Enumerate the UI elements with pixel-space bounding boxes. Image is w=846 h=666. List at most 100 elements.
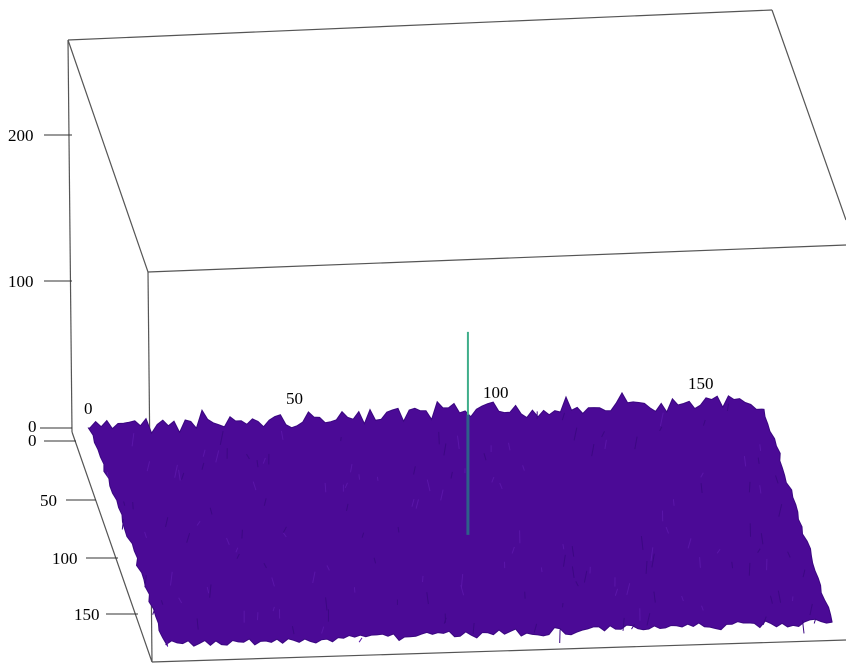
surface-texture <box>731 561 734 569</box>
y-tick-label: 100 <box>52 549 78 568</box>
surface-texture <box>809 603 813 616</box>
surface-texture <box>144 531 147 539</box>
surface-texture <box>511 546 515 554</box>
surface-texture <box>358 637 363 643</box>
surface-texture <box>326 565 330 571</box>
surface-body <box>87 391 833 647</box>
surface-texture <box>209 584 212 598</box>
box-edge-floor-front <box>151 639 846 663</box>
surface-texture <box>263 498 267 506</box>
surface-texture <box>256 460 259 468</box>
surface-texture <box>759 485 762 494</box>
surface-texture <box>219 431 224 445</box>
surface-texture <box>186 532 191 543</box>
surface-texture <box>650 547 654 561</box>
surface-texture <box>144 575 147 588</box>
surface-texture <box>472 622 475 635</box>
surface-texture <box>376 476 379 481</box>
surface-texture <box>282 532 287 538</box>
surface-texture <box>748 562 751 576</box>
surface-texture <box>631 623 635 630</box>
y-tick-label: 150 <box>74 605 100 624</box>
z-tick-label: 100 <box>8 272 34 291</box>
surface-texture <box>665 526 669 534</box>
surface-texture <box>325 597 328 611</box>
surface-texture <box>533 623 538 633</box>
x-tick-label: 150 <box>688 374 714 393</box>
back-box <box>67 9 846 433</box>
surface-texture <box>778 503 783 517</box>
surface-texture <box>236 553 240 559</box>
x-tick-label: 0 <box>84 399 93 418</box>
surface-texture <box>178 469 181 481</box>
surface-texture <box>571 566 575 578</box>
surface-texture <box>170 571 173 586</box>
surface-texture <box>575 581 579 587</box>
surface-texture <box>760 533 764 545</box>
surface-texture <box>152 608 156 615</box>
surface-texture <box>312 571 316 584</box>
surface-texture <box>716 548 721 554</box>
surface-texture <box>272 606 275 612</box>
surface-texture <box>645 560 648 574</box>
surface-texture <box>340 436 342 442</box>
surface-texture <box>174 464 178 478</box>
surface-texture <box>209 507 213 515</box>
surface-texture <box>166 640 169 647</box>
box-edge-back-left <box>67 39 73 433</box>
surface-texture <box>561 412 565 421</box>
surface-texture <box>291 626 295 635</box>
surface-texture <box>324 482 327 493</box>
surface-texture <box>522 465 525 471</box>
surface-texture <box>700 483 703 494</box>
surface-texture <box>802 569 806 578</box>
surface-texture <box>262 457 266 464</box>
surface-texture <box>123 501 126 506</box>
front-box <box>71 244 846 663</box>
surface-texture <box>726 403 729 411</box>
surface-texture <box>672 499 675 506</box>
surface-texture <box>235 547 239 553</box>
surface-texture <box>196 618 199 630</box>
surface-texture <box>508 442 511 451</box>
surface-texture <box>646 613 651 626</box>
surface-texture <box>699 557 701 568</box>
surface-texture <box>263 562 267 569</box>
surface-texture <box>700 472 704 478</box>
x-axis: 0 50 100 150 <box>84 374 714 418</box>
surface-texture <box>246 453 250 460</box>
surface-texture <box>181 472 185 480</box>
surface-texture <box>121 518 124 530</box>
surface-texture <box>422 575 424 583</box>
box-edge-left-top <box>67 39 149 273</box>
surface-texture <box>226 537 230 545</box>
surface-texture <box>601 431 605 438</box>
surface-texture <box>413 466 416 475</box>
surface-texture <box>757 548 761 553</box>
surface-texture <box>571 546 575 557</box>
box-edge-back-top <box>67 9 773 41</box>
x-tick-label: 100 <box>483 383 509 402</box>
surface-texture <box>131 433 135 447</box>
z-axis: 200 100 0 <box>8 126 72 436</box>
surface-texture <box>562 603 564 608</box>
surface-texture <box>353 587 356 593</box>
box-edge-right-top <box>771 9 846 221</box>
surface-texture <box>770 595 773 604</box>
surface-texture <box>759 444 762 451</box>
surface-texture <box>614 588 619 596</box>
surface-texture <box>280 430 284 440</box>
surface-texture <box>460 584 465 596</box>
surface-texture <box>604 439 607 450</box>
surface-texture <box>651 553 655 568</box>
y-tick-label: 50 <box>40 491 57 510</box>
surface-texture <box>201 462 205 470</box>
surface-texture <box>373 557 377 564</box>
surface-texture <box>241 529 243 539</box>
surface-texture <box>748 481 751 493</box>
surface-texture <box>562 544 565 550</box>
surface-texture <box>178 597 183 604</box>
surface-texture <box>483 453 487 461</box>
surface-texture <box>165 517 169 528</box>
surface-texture <box>426 592 429 605</box>
